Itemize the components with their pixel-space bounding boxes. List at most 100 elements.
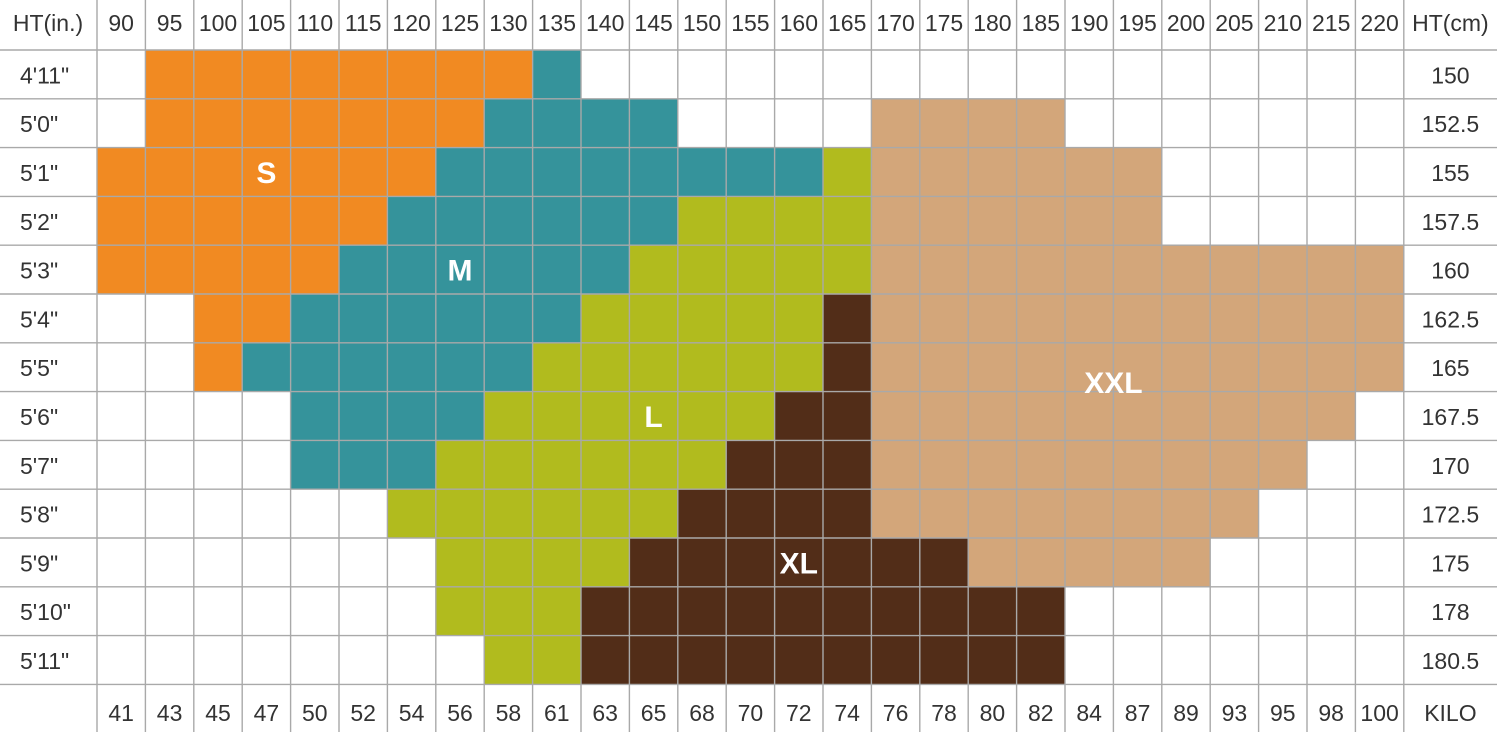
tick-label-lbs: 190 — [1070, 10, 1108, 36]
size-cell-xl — [919, 586, 969, 636]
size-cell-m — [629, 98, 678, 148]
size-cell-l — [387, 489, 436, 538]
tick-label-height-in: 5'5" — [20, 355, 58, 381]
tick-label-lbs: 170 — [876, 10, 914, 36]
size-cell-xxl — [1113, 440, 1162, 490]
size-cell-xl — [823, 586, 872, 636]
tick-label-lbs: 115 — [345, 10, 382, 36]
size-cell-xl — [581, 586, 630, 636]
size-cell-xl — [677, 635, 727, 685]
size-cell-xl — [871, 586, 920, 636]
size-cell-s — [242, 245, 291, 294]
size-cell-m — [339, 440, 388, 490]
size-cell-xxl — [968, 440, 1017, 490]
tick-label-kilo: 52 — [350, 700, 376, 726]
size-cell-xl — [823, 342, 872, 392]
tick-label-height-cm: 162.5 — [1422, 306, 1480, 332]
size-cell-m — [629, 147, 678, 197]
size-cell-m — [290, 342, 339, 392]
size-cell-xxl — [1113, 342, 1162, 392]
size-cell-xxl — [968, 147, 1017, 197]
size-cell-xxl — [968, 489, 1017, 538]
tick-label-height-cm: 155 — [1431, 160, 1469, 186]
size-cell-xl — [726, 538, 775, 587]
size-cell-xxl — [1016, 98, 1065, 148]
size-cell-s — [242, 50, 291, 99]
tick-label-height-in: 5'8" — [20, 502, 58, 528]
size-cell-s — [145, 196, 194, 246]
size-cell-xxl — [1161, 440, 1211, 490]
size-cell-xxl — [1016, 538, 1065, 587]
tick-label-kilo: 43 — [157, 700, 183, 726]
size-cell-xl — [774, 489, 823, 538]
size-cell-xxl — [1113, 147, 1162, 197]
size-cell-xxl — [968, 196, 1017, 246]
size-cell-l — [532, 489, 581, 538]
size-cell-l — [532, 538, 581, 587]
size-cell-m — [532, 196, 581, 246]
size-cell-xxl — [1210, 294, 1259, 343]
size-cell-l — [532, 440, 581, 490]
tick-label-kilo: 61 — [544, 700, 570, 726]
size-cell-m — [339, 245, 388, 294]
size-cell-l — [581, 538, 630, 587]
size-cell-xxl — [1065, 440, 1114, 490]
size-cell-m — [387, 342, 436, 392]
size-cell-xxl — [1307, 391, 1356, 441]
tick-label-lbs: 205 — [1215, 10, 1253, 36]
tick-label-height-in: 5'0" — [20, 111, 58, 137]
size-cell-m — [629, 196, 678, 246]
size-cell-m — [484, 342, 533, 392]
size-cell-s — [97, 196, 146, 246]
size-cell-xxl — [919, 391, 969, 441]
size-cell-xxl — [1258, 342, 1307, 392]
size-cell-xxl — [1307, 342, 1356, 392]
size-cell-xxl — [1210, 342, 1259, 392]
size-cell-s — [193, 98, 243, 148]
size-cell-xxl — [871, 489, 920, 538]
size-cell-l — [532, 391, 581, 441]
tick-label-kilo: 95 — [1270, 700, 1296, 726]
size-cell-xxl — [1016, 342, 1065, 392]
size-cell-m — [339, 294, 388, 343]
size-cell-xl — [1016, 586, 1065, 636]
size-cell-s — [193, 245, 243, 294]
size-cell-xl — [774, 538, 823, 587]
tick-label-lbs: 165 — [828, 10, 866, 36]
tick-label-height-cm: 178 — [1431, 599, 1469, 625]
size-cell-xxl — [1113, 196, 1162, 246]
size-cell-xl — [823, 489, 872, 538]
size-cell-m — [532, 294, 581, 343]
size-cell-s — [339, 98, 388, 148]
size-cell-xl — [629, 586, 678, 636]
size-cell-m — [581, 196, 630, 246]
size-cell-xxl — [968, 294, 1017, 343]
size-cell-l — [581, 489, 630, 538]
tick-label-lbs: 185 — [1022, 10, 1060, 36]
size-cell-xxl — [1016, 440, 1065, 490]
size-cell-m — [435, 147, 485, 197]
size-cell-xxl — [1113, 538, 1162, 587]
size-cell-s — [339, 196, 388, 246]
size-cell-l — [484, 391, 533, 441]
tick-label-height-cm: 167.5 — [1422, 404, 1480, 430]
size-cell-xxl — [968, 245, 1017, 294]
size-cell-xxl — [919, 342, 969, 392]
size-cell-s — [387, 147, 436, 197]
tick-label-height-in: 4'11" — [20, 62, 69, 88]
size-cell-m — [726, 147, 775, 197]
tick-label-lbs: 200 — [1167, 10, 1205, 36]
size-cell-xxl — [1258, 245, 1307, 294]
tick-label-height-cm: 150 — [1431, 62, 1469, 88]
size-cell-xl — [968, 635, 1017, 685]
tick-label-kilo: 50 — [302, 700, 328, 726]
size-cell-xxl — [1016, 391, 1065, 441]
size-cell-xl — [774, 586, 823, 636]
tick-label-lbs: 180 — [973, 10, 1011, 36]
size-cell-m — [435, 294, 485, 343]
size-cell-s — [242, 294, 291, 343]
tick-label-height-in: 5'10" — [20, 599, 71, 625]
size-cell-l — [629, 391, 678, 441]
size-cell-m — [435, 391, 485, 441]
